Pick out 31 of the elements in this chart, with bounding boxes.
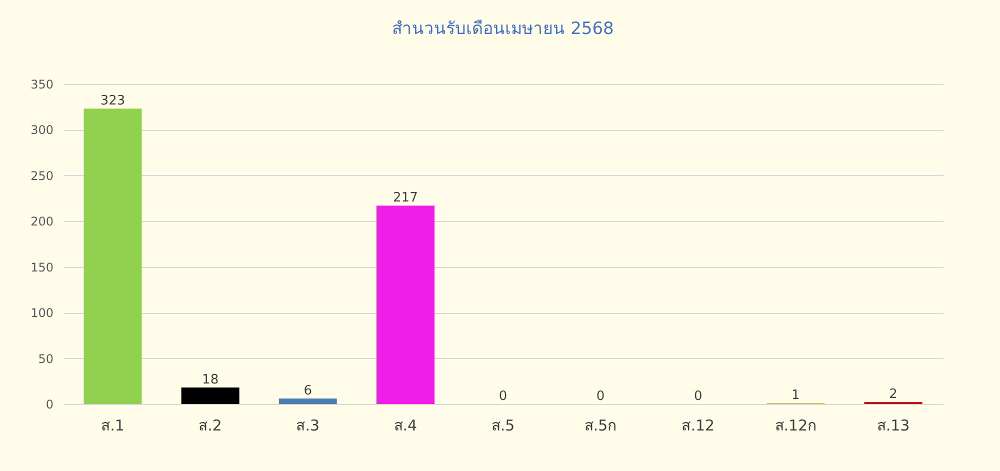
- y-tick-label: 200: [30, 214, 54, 229]
- data-label: 0: [498, 389, 508, 404]
- data-label: 0: [694, 389, 702, 404]
- y-tick-label: 0: [46, 398, 54, 412]
- data-label: 18: [202, 372, 219, 388]
- bar: [278, 398, 337, 404]
- x-tick-label: ส.12ก: [774, 416, 817, 434]
- data-label: 323: [100, 94, 126, 109]
- x-tick-label: ส.3: [296, 416, 320, 434]
- y-tick-label: 350: [30, 78, 54, 92]
- y-tick-label: 250: [30, 168, 54, 183]
- y-tick-label: 300: [30, 123, 54, 138]
- data-label: 2: [889, 387, 898, 402]
- x-tick-label: ส.4: [394, 416, 418, 434]
- bar: [84, 108, 142, 404]
- y-tick-label: 150: [30, 260, 54, 274]
- x-tick-label: ส.2: [198, 416, 222, 434]
- bar: [181, 388, 240, 404]
- x-tick-label: ส.5: [491, 416, 515, 434]
- y-tick-label: 100: [30, 306, 54, 320]
- x-tick-label: ส.1: [101, 416, 124, 434]
- data-label: 0: [596, 389, 605, 404]
- data-label: 217: [393, 190, 418, 206]
- bar: [376, 206, 434, 404]
- data-label: 1: [792, 388, 800, 404]
- x-tick-label: ส.12: [682, 416, 715, 434]
- x-tick-label: ส.5ก: [584, 416, 617, 434]
- chart-title: สำนวนรับเดือนเมษายน 2568: [392, 19, 614, 39]
- x-tick-label: ส.13: [876, 416, 910, 434]
- y-tick-label: 50: [38, 352, 54, 366]
- data-label: 6: [304, 384, 312, 399]
